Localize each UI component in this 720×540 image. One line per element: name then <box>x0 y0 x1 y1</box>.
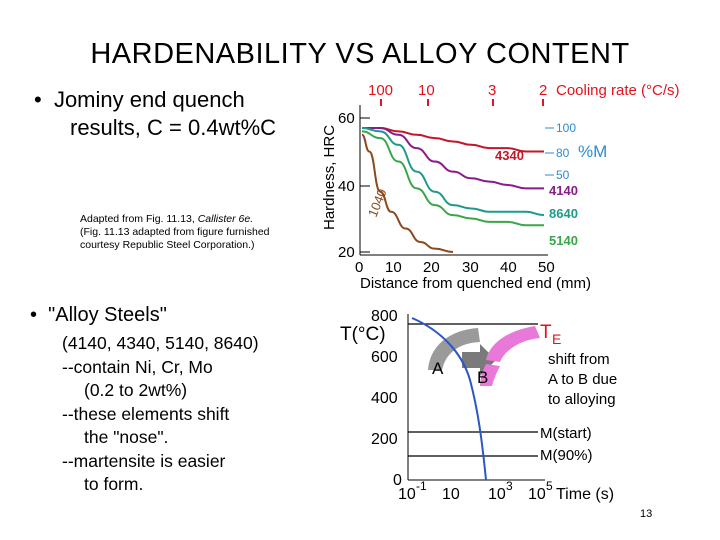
nose-a-shape <box>428 328 480 370</box>
ttt-y-tick-600: 600 <box>371 349 398 366</box>
ttt-x-tick-base: 10 <box>442 486 460 503</box>
annotation-line2: A to B due <box>548 371 617 388</box>
pctm-label: %M <box>578 142 607 161</box>
ttt-m90-label: M(90%) <box>540 447 593 464</box>
ttt-x-tick-base: 10 <box>528 486 546 503</box>
ttt-y-tick-400: 400 <box>371 390 398 407</box>
ttt-a-label: A <box>432 359 444 378</box>
ttt-te-sub: E <box>552 331 561 347</box>
nose-b-shape <box>486 326 540 362</box>
alloy-line: --these elements shift <box>62 403 230 424</box>
series-label-8640: 8640 <box>549 206 578 221</box>
x-tick-10: 10 <box>385 259 402 276</box>
cooling-curve <box>411 317 487 481</box>
top-tick-10: 10 <box>418 82 435 99</box>
ttt-x-tick-exp: 3 <box>506 479 513 493</box>
ttt-y-tick-0: 0 <box>393 472 402 489</box>
ttt-y-tick-200: 200 <box>371 431 398 448</box>
bullet-jominy-line1: Jominy end quench <box>53 87 245 112</box>
ttt-x-label: Time (s) <box>556 486 614 503</box>
pctm-tick-50: 50 <box>556 168 570 182</box>
alloy-line: --martensite is easier <box>62 450 226 471</box>
ttt-mstart-label: M(start) <box>540 425 592 442</box>
top-tick-2: 2 <box>539 82 547 99</box>
slide-title: HARDENABILITY VS ALLOY CONTENT <box>90 38 630 70</box>
alloy-line: the "nose". <box>84 427 169 447</box>
bullet-alloy-steels-text: "Alloy Steels" <box>48 304 167 326</box>
series-line-8640 <box>361 127 545 217</box>
series-line-4340 <box>362 127 544 153</box>
bullet-jominy-line2: results, C = 0.4wt%C <box>70 115 277 140</box>
x-tick-30: 30 <box>462 259 479 276</box>
y-tick-40: 40 <box>338 178 355 195</box>
alloy-line: --contain Ni, Cr, Mo <box>62 356 213 377</box>
y-tick-20: 20 <box>338 244 355 261</box>
bullet-jominy: • Jominy end quench results, C = 0.4wt%C <box>34 86 276 142</box>
top-tick-100: 100 <box>368 82 393 99</box>
ttt-x-tick-exp: 5 <box>546 479 553 493</box>
x-tick-0: 0 <box>355 259 363 276</box>
series-line-1040 <box>361 133 454 253</box>
ttt-x-tick-base: 10 <box>488 486 506 503</box>
ttt-x-tick-base: 10 <box>398 486 416 503</box>
bullet-marker: • <box>30 304 38 326</box>
annotation-line3: to alloying <box>548 391 616 408</box>
ttt-y-label: T(°C) <box>340 324 386 345</box>
series-line-4140 <box>362 127 544 190</box>
ttt-x-tick-exp: -1 <box>416 479 427 493</box>
top-axis-label: Cooling rate (°C/s) <box>556 82 680 99</box>
ttt-y-tick-800: 800 <box>371 308 398 325</box>
jominy-series-group <box>361 127 545 253</box>
series-label-4140: 4140 <box>549 183 578 198</box>
figure-credit: Adapted from Fig. 11.13, Callister 6e. (… <box>80 213 270 252</box>
series-line-5140 <box>361 130 544 227</box>
y-tick-60: 60 <box>338 110 355 127</box>
credit-line1b: Callister 6e. <box>197 213 254 225</box>
annotation-line1: shift from <box>548 351 610 368</box>
pctm-tick-100: 100 <box>556 121 576 135</box>
alloy-line: (0.2 to 2wt%) <box>84 380 188 400</box>
x-tick-40: 40 <box>500 259 517 276</box>
bullet-alloy-steels: • "Alloy Steels" <box>30 304 167 327</box>
series-label-4340: 4340 <box>495 148 524 163</box>
page-number: 13 <box>640 508 653 520</box>
shift-arrow <box>462 344 496 376</box>
series-label-1040: 1040 <box>365 187 390 219</box>
ttt-b-label: B <box>477 368 488 387</box>
nose-b-shape-lower <box>480 364 500 386</box>
top-tick-3: 3 <box>488 82 496 99</box>
credit-line2: (Fig. 11.13 adapted from figure furnishe… <box>80 226 270 238</box>
alloy-list: (4140, 4340, 5140, 8640) --contain Ni, C… <box>62 332 259 497</box>
x-tick-50: 50 <box>538 259 555 276</box>
series-label-5140: 5140 <box>549 233 578 248</box>
alloy-line: to form. <box>84 474 144 494</box>
y-axis-label: Hardness, HRC <box>321 125 338 230</box>
credit-line3: courtesy Republic Steel Corporation.) <box>80 239 255 251</box>
ttt-te-label: T <box>540 322 552 343</box>
x-tick-20: 20 <box>423 259 440 276</box>
credit-line1a: Adapted from Fig. 11.13, <box>80 213 198 225</box>
bullet-marker: • <box>34 87 42 112</box>
pctm-tick-80: 80 <box>556 146 570 160</box>
alloy-line: (4140, 4340, 5140, 8640) <box>62 333 259 353</box>
x-axis-label: Distance from quenched end (mm) <box>360 275 591 292</box>
